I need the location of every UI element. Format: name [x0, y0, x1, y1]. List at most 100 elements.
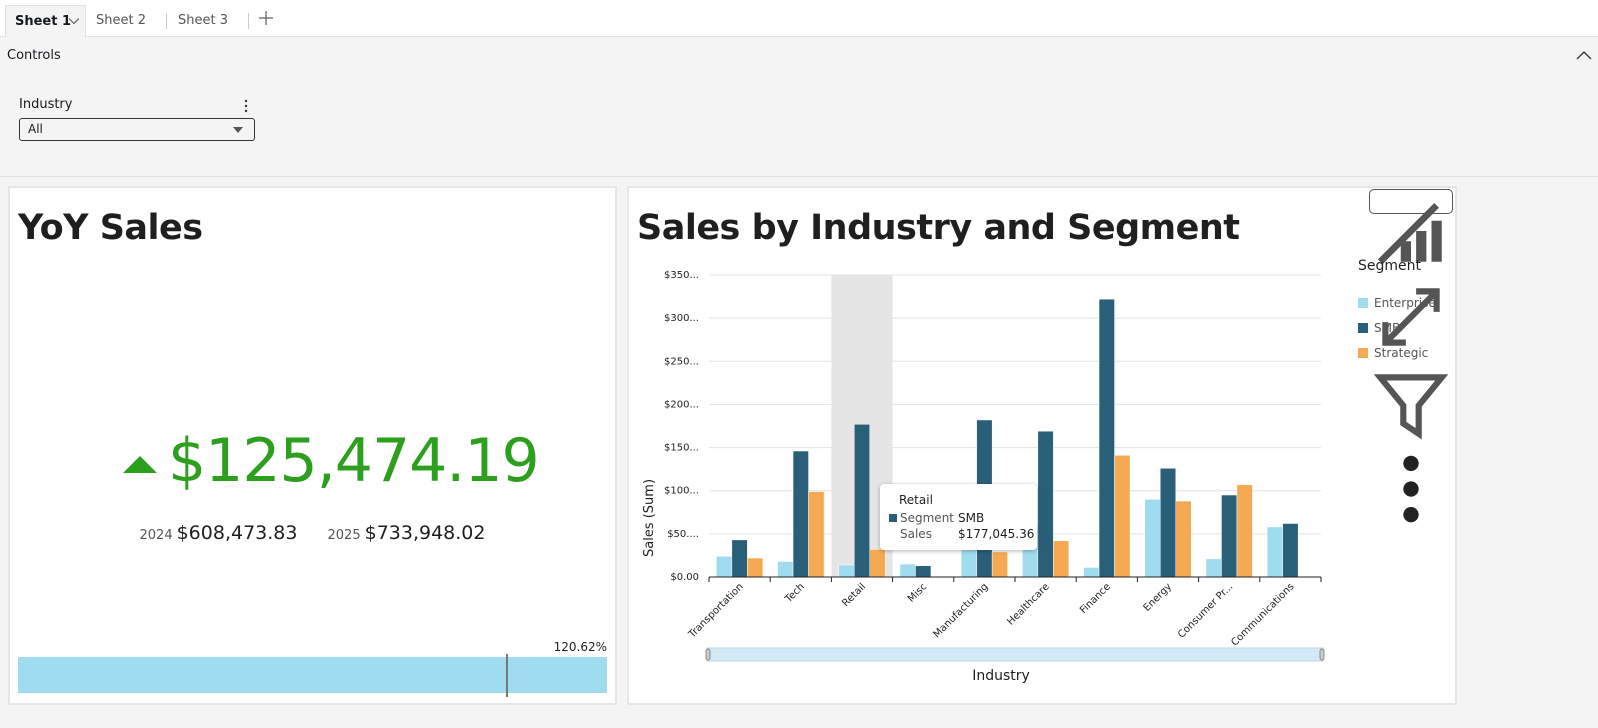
kpi-value: $125,474.19 [168, 426, 540, 496]
prior-year-value: $608,473.83 [176, 522, 298, 544]
x-tick-label: Energy [1142, 581, 1175, 614]
visual-toolbar [1369, 189, 1453, 523]
tab-label: Sheet 2 [96, 13, 146, 28]
scrollbar-track[interactable] [706, 647, 1324, 662]
progress-target-marker [506, 654, 509, 697]
bar-smb-consumer-pr-[interactable] [1221, 494, 1238, 578]
more-vertical-icon[interactable] [244, 99, 248, 113]
prior-year-label: 2024 [139, 528, 173, 543]
trend-up-icon [123, 456, 157, 473]
tab-sheet-2[interactable]: Sheet 2 [96, 5, 146, 37]
x-tick-label: Healthcare [1005, 581, 1051, 627]
panel-title: YoY Sales [18, 208, 203, 248]
legend-item-strategic[interactable]: Strategic [1358, 346, 1428, 360]
bar-strategic-manufacturing[interactable] [991, 551, 1008, 578]
bar-enterprise-transportation[interactable] [716, 556, 733, 578]
bar-enterprise-consumer-pr-[interactable] [1205, 558, 1222, 578]
y-tick-label: $100... [664, 486, 699, 497]
chart-tooltip: Retail Segment SMB Sales $177,045.36 [880, 484, 1037, 550]
kpi-comparison: 2024 $608,473.83 2025 $733,948.02 [10, 522, 615, 544]
bar-strategic-healthcare[interactable] [1053, 540, 1070, 578]
bar-smb-misc[interactable] [915, 565, 932, 578]
y-tick-label: $250... [664, 356, 699, 367]
bar-chart[interactable]: $0.00 $50.... $100... $150... $200... $250...… [629, 248, 1329, 728]
scrollbar-handle-left[interactable] [705, 648, 711, 661]
x-axis-scrollbar[interactable] [705, 647, 1325, 662]
bar-strategic-finance[interactable] [1114, 455, 1131, 578]
yoy-sales-panel[interactable]: YoY Sales $125,474.19 2024 $608,473.83 20… [8, 186, 617, 705]
legend-swatch [1358, 323, 1368, 333]
panel-title: Sales by Industry and Segment [637, 208, 1240, 248]
industry-filter-label: Industry [19, 97, 73, 112]
industry-filter-select[interactable]: All [19, 118, 255, 141]
current-year-label: 2025 [327, 528, 361, 543]
tab-sheet-1[interactable]: Sheet 1 [5, 5, 86, 37]
controls-title: Controls [7, 48, 61, 63]
bar-enterprise-communications[interactable] [1266, 526, 1283, 578]
bar-strategic-transportation[interactable] [747, 557, 764, 578]
legend-swatch [1358, 298, 1368, 308]
bar-smb-healthcare[interactable] [1037, 430, 1054, 578]
bar-smb-finance[interactable] [1098, 298, 1115, 578]
y-tick-label: $150... [664, 443, 699, 454]
chevron-up-icon[interactable] [1576, 49, 1592, 61]
legend-item-enterprise[interactable]: Enterprise [1358, 296, 1436, 310]
tab-label: Sheet 1 [15, 14, 72, 29]
tooltip-value: SMB [958, 511, 985, 525]
tooltip-value: $177,045.36 [958, 527, 1035, 541]
bar-smb-transportation[interactable] [731, 539, 748, 578]
sales-by-industry-panel[interactable]: Sales by Industry and Segment $0.00 $50..… [627, 186, 1457, 705]
legend-title: Segment [1358, 258, 1421, 274]
legend-label: Enterprise [1374, 296, 1436, 310]
bar-enterprise-energy[interactable] [1144, 499, 1161, 578]
sheet-tab-bar: Sheet 1 Sheet 2 Sheet 3 [0, 0, 1598, 37]
x-tick-label: Communications [1229, 581, 1296, 648]
add-sheet-icon[interactable] [257, 9, 275, 27]
bar-smb-communications[interactable] [1282, 523, 1299, 578]
series-swatch [889, 514, 897, 522]
bar-smb-tech[interactable] [792, 450, 809, 578]
x-axis-label: Industry [972, 668, 1030, 684]
bar-enterprise-tech[interactable] [777, 561, 794, 578]
bar-strategic-retail[interactable] [869, 549, 886, 578]
current-year-value: $733,948.02 [364, 522, 486, 544]
bar-enterprise-retail[interactable] [838, 564, 855, 578]
prior-year: 2024 $608,473.83 [140, 522, 298, 544]
legend-label: Strategic [1374, 346, 1429, 360]
x-tick-label: Tech [783, 581, 807, 605]
tab-divider [248, 13, 249, 29]
dropdown-caret-icon [233, 127, 243, 133]
bar-enterprise-finance[interactable] [1083, 567, 1100, 578]
progress-percent: 120.62% [553, 640, 607, 654]
tab-sheet-3[interactable]: Sheet 3 [178, 5, 228, 37]
bar-strategic-energy[interactable] [1175, 500, 1192, 578]
bar-smb-retail[interactable] [854, 423, 870, 578]
expand-icon[interactable] [1370, 276, 1452, 358]
bar-strategic-consumer-pr-[interactable] [1236, 484, 1253, 578]
y-axis-label: Sales (Sum) [642, 479, 657, 557]
industry-filter-value: All [28, 122, 43, 136]
bar-enterprise-misc[interactable] [899, 563, 916, 578]
tooltip-title: Retail [899, 493, 933, 507]
tooltip-row: Sales $177,045.36 [889, 527, 1034, 541]
controls-panel: Controls Industry All [0, 37, 1598, 177]
bar-smb-energy[interactable] [1160, 468, 1176, 578]
tooltip-key: Segment [900, 511, 954, 525]
more-vertical-icon[interactable] [1370, 448, 1452, 530]
filter-icon[interactable] [1370, 362, 1452, 444]
chart-type-icon[interactable] [1370, 190, 1452, 272]
y-tick-label: $350... [664, 270, 699, 281]
tooltip-key: Sales [900, 527, 932, 541]
x-tick-label: Retail [840, 581, 868, 609]
x-tick-label: Transportation [686, 581, 746, 641]
x-tick-label: Misc [906, 581, 929, 604]
bar-strategic-tech[interactable] [808, 491, 825, 578]
x-tick-label: Finance [1078, 581, 1113, 616]
chevron-down-icon[interactable] [69, 16, 79, 26]
current-year: 2025 $733,948.02 [328, 522, 486, 544]
tab-divider [166, 13, 167, 29]
y-tick-label: $200... [664, 399, 699, 410]
scrollbar-handle-right[interactable] [1319, 648, 1325, 661]
progress-bar [18, 657, 607, 693]
legend-item-smb[interactable]: SMB [1358, 321, 1400, 335]
